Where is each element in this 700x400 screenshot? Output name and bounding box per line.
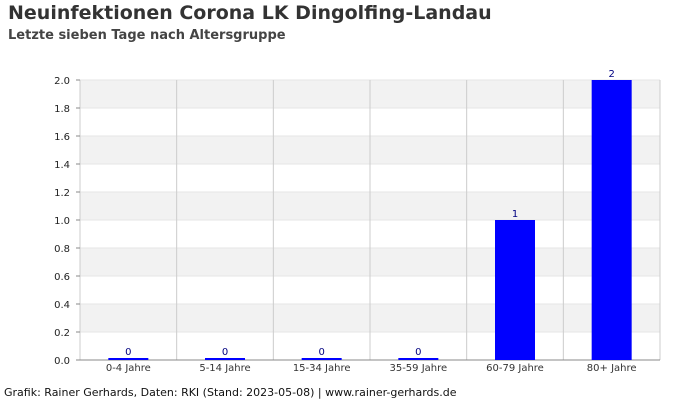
chart-title: Neuinfektionen Corona LK Dingolfing-Land… bbox=[8, 2, 492, 24]
data-label: 0 bbox=[125, 347, 131, 358]
bar bbox=[205, 358, 245, 360]
category-label: 35-59 Jahre bbox=[389, 363, 447, 374]
y-tick-label: 1.2 bbox=[54, 188, 70, 199]
category-label: 5-14 Jahre bbox=[199, 363, 250, 374]
data-label: 0 bbox=[222, 347, 228, 358]
data-label: 0 bbox=[415, 347, 421, 358]
y-tick-label: 1.0 bbox=[54, 216, 70, 227]
bar bbox=[301, 358, 342, 360]
category-label: 0-4 Jahre bbox=[106, 363, 151, 374]
y-tick-label: 0.6 bbox=[54, 272, 70, 283]
y-tick-label: 1.4 bbox=[54, 160, 70, 171]
data-label: 1 bbox=[512, 209, 518, 220]
y-tick-label: 2.0 bbox=[54, 76, 70, 87]
y-tick-label: 1.6 bbox=[54, 132, 70, 143]
bar bbox=[495, 220, 535, 360]
source-credits: Grafik: Rainer Gerhards, Daten: RKI (Sta… bbox=[4, 386, 457, 399]
category-label: 80+ Jahre bbox=[587, 363, 637, 374]
bar bbox=[108, 358, 149, 360]
y-tick-label: 0.0 bbox=[54, 356, 70, 367]
y-tick-label: 0.8 bbox=[54, 244, 70, 255]
chart-subtitle: Letzte sieben Tage nach Altersgruppe bbox=[8, 28, 286, 43]
y-tick-label: 0.2 bbox=[54, 328, 70, 339]
data-label: 0 bbox=[318, 347, 324, 358]
y-tick-label: 0.4 bbox=[54, 300, 70, 311]
category-label: 15-34 Jahre bbox=[293, 363, 351, 374]
data-label: 2 bbox=[608, 69, 614, 80]
bar bbox=[398, 358, 439, 360]
bar bbox=[591, 80, 632, 360]
category-label: 60-79 Jahre bbox=[486, 363, 544, 374]
y-tick-label: 1.8 bbox=[54, 104, 70, 115]
